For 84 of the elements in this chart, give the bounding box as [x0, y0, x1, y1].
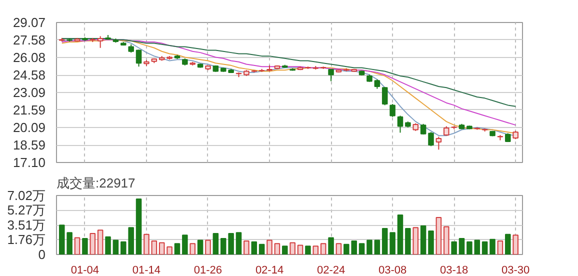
bar [266, 240, 272, 254]
candlestick [390, 104, 396, 118]
bar [458, 238, 465, 254]
bar [366, 240, 372, 254]
bar [158, 242, 165, 254]
y-tick-label: 24.58 [12, 68, 46, 83]
bar [274, 243, 280, 254]
bar [390, 232, 396, 254]
x-tick-label: 02-24 [316, 264, 346, 276]
y-tick-label: 27.58 [12, 32, 46, 48]
bar [190, 243, 196, 254]
bar [182, 234, 188, 254]
candlestick [97, 36, 104, 48]
candlestick [397, 115, 404, 134]
bar [112, 240, 119, 254]
bar [82, 238, 88, 254]
bar [212, 232, 219, 254]
x-tick-label: 02-14 [255, 264, 284, 276]
bar [320, 243, 326, 254]
x-tick-label: 01-04 [70, 264, 100, 276]
y-tick-label: 18.59 [12, 138, 46, 153]
bar [297, 244, 304, 254]
bar [305, 246, 311, 254]
y-tick-label: 21.59 [12, 102, 46, 118]
bar [505, 234, 511, 254]
bar [451, 241, 457, 254]
y-tick-label: 20.09 [12, 120, 46, 136]
chart-title: 成交量:22917 [56, 176, 136, 190]
y-tick-label: 29.07 [12, 15, 46, 30]
x-tick-label: 01-14 [132, 264, 161, 276]
candlestick [136, 49, 142, 68]
bar [90, 232, 96, 254]
bar [436, 217, 442, 254]
bar [258, 244, 265, 254]
y-tick-label: 7.02万 [7, 188, 46, 203]
y-tick-label: 0 [38, 247, 46, 262]
bar [197, 240, 204, 254]
bar [382, 228, 388, 254]
bar [74, 237, 80, 254]
bar [374, 240, 380, 254]
bar [290, 242, 296, 254]
bar [512, 234, 518, 254]
x-tick-label: 01-26 [194, 264, 222, 276]
bar [151, 240, 158, 254]
candlestick [436, 136, 442, 150]
bar [490, 238, 496, 254]
bar [97, 230, 104, 254]
x-tick-label: 03-18 [440, 264, 468, 276]
y-tick-label: 26.08 [12, 50, 46, 65]
y-tick-label: 5.27万 [7, 202, 46, 218]
bar [482, 241, 488, 254]
bar [428, 230, 434, 254]
bar [412, 227, 418, 254]
bar [282, 246, 288, 254]
bar [443, 226, 450, 254]
bar [358, 243, 365, 254]
candlestick [420, 123, 426, 135]
bar [336, 243, 342, 254]
bar [420, 225, 426, 254]
bar [244, 240, 250, 254]
bar [136, 198, 142, 254]
y-tick-label: 23.09 [12, 84, 46, 100]
candlestick [374, 78, 380, 90]
bar [405, 228, 411, 254]
bar [497, 240, 504, 254]
bar [174, 243, 180, 254]
bar [251, 241, 258, 254]
candlestick [328, 68, 334, 82]
x-tick-label: 03-30 [502, 264, 530, 276]
bar [397, 214, 404, 254]
y-tick-label: 3.51万 [7, 218, 46, 232]
bar [328, 237, 334, 254]
candlestick [428, 132, 434, 147]
y-tick-label: 17.10 [12, 155, 46, 170]
bar [236, 232, 242, 254]
bar [205, 240, 211, 254]
candlestick [382, 86, 388, 106]
bar [144, 234, 150, 254]
y-tick-label: 1.76万 [7, 232, 46, 248]
line-series [61, 38, 516, 107]
bar [105, 236, 111, 254]
x-tick-label: 03-08 [378, 264, 407, 276]
bar [166, 246, 172, 254]
bar [312, 246, 319, 254]
